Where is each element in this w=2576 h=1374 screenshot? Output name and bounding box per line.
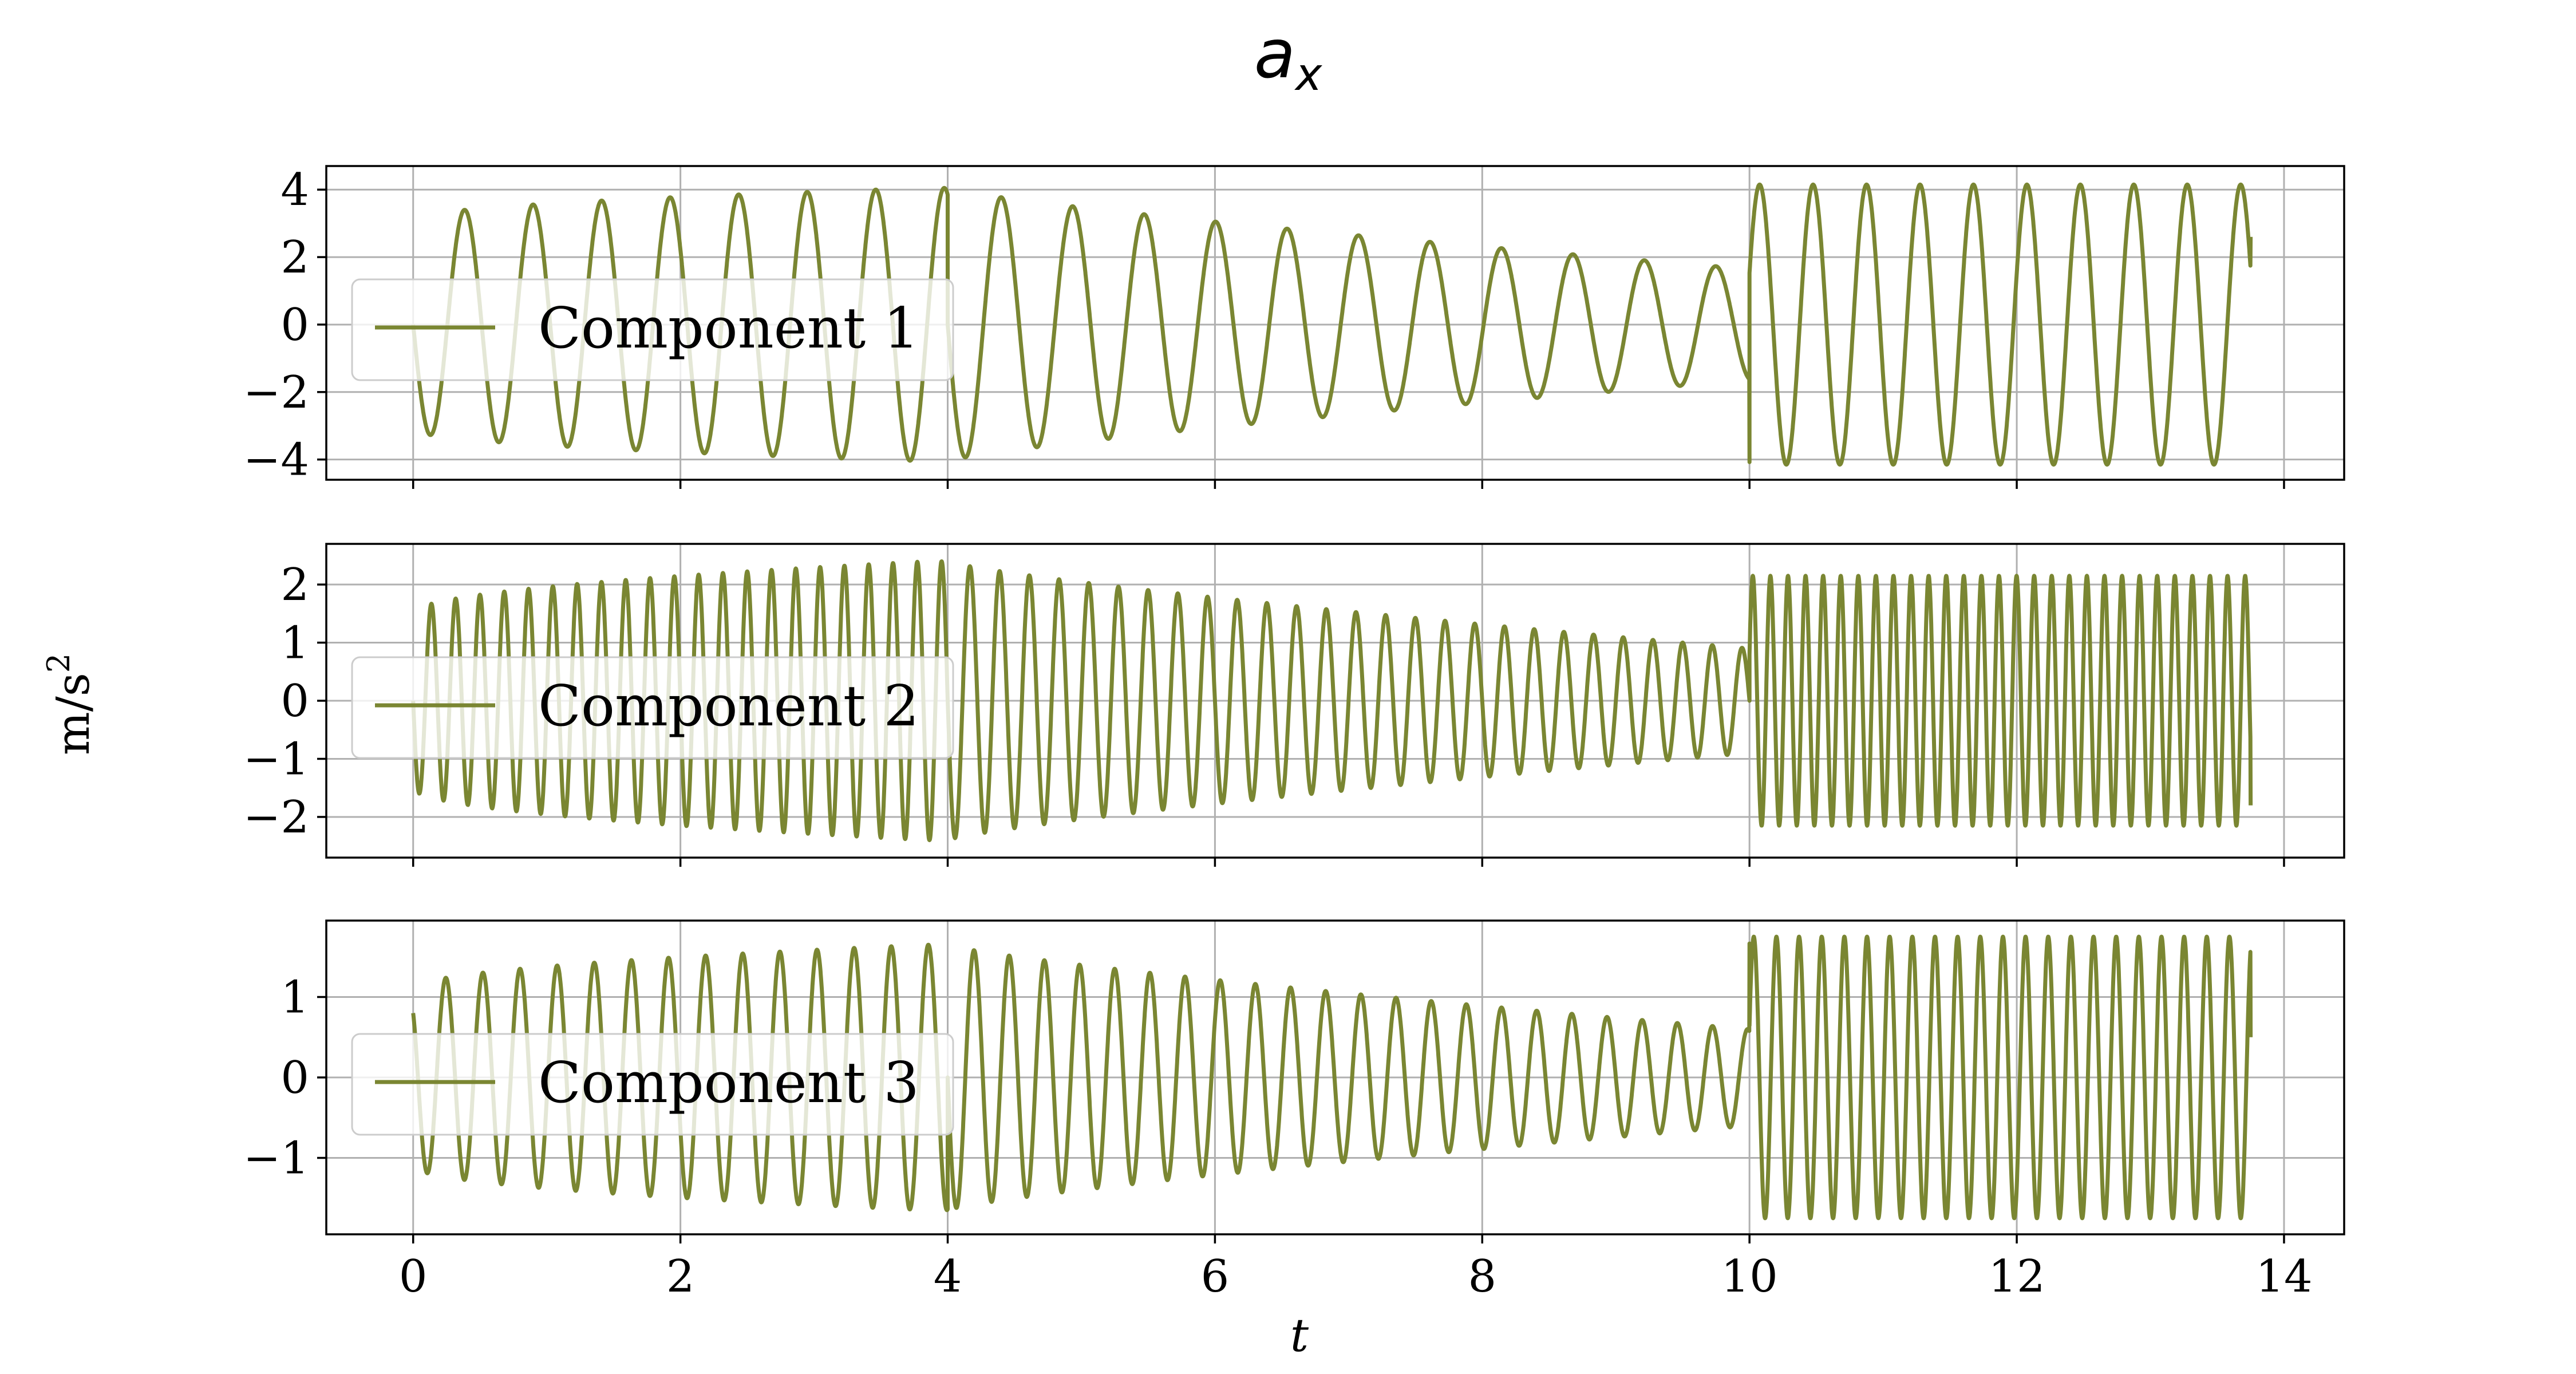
- legend-box: [351, 656, 954, 759]
- panel-2: −2 −1 0 1 2 Component 2: [243, 543, 2345, 867]
- x-tick-label: 8: [1468, 1251, 1496, 1302]
- legend-label: Component 1: [538, 296, 919, 361]
- x-tick-label: 6: [1201, 1251, 1230, 1302]
- y-tick-label: −2: [243, 367, 309, 418]
- y-tick-label: −2: [243, 792, 309, 843]
- chart-title-subscript: x: [1294, 49, 1322, 101]
- y-tick-label: 0: [280, 676, 309, 727]
- legend-label: Component 3: [538, 1051, 919, 1116]
- y-tick-label: −4: [243, 435, 309, 486]
- x-tick-label: 0: [399, 1251, 428, 1302]
- y-tick-label: 1: [280, 618, 309, 669]
- series-line: [411, 559, 2253, 842]
- y-tick-label: 2: [280, 232, 309, 283]
- legend-label: Component 2: [538, 674, 919, 739]
- legend-box: [351, 278, 954, 381]
- x-tick-label: 4: [934, 1251, 962, 1302]
- y-tick-label: −1: [243, 733, 309, 785]
- x-tick-label: 12: [1988, 1251, 2045, 1302]
- chart-title: ax: [1254, 14, 1322, 101]
- panel-1: −4 −2 0 2 4 Component 1: [243, 164, 2345, 489]
- y-tick-label: 4: [280, 164, 309, 216]
- axes-frame: [325, 165, 2345, 481]
- chart-title-base: a: [1254, 14, 1295, 93]
- series-line: [411, 934, 2253, 1221]
- x-tick-label: 2: [666, 1251, 695, 1302]
- x-tick-label: 10: [1721, 1251, 1778, 1302]
- y-tick-label: −1: [243, 1133, 309, 1185]
- x-tick-label: 14: [2255, 1251, 2312, 1302]
- y-tick-label: 0: [280, 1052, 309, 1104]
- x-axis-label: t: [1290, 1309, 1309, 1362]
- y-tick-label: 1: [280, 972, 309, 1023]
- y-tick-label: 0: [280, 299, 309, 351]
- y-axis-label-superscript: 2: [41, 653, 77, 673]
- y-tick-label: 2: [280, 559, 309, 611]
- y-axis-label-base: m/s: [46, 673, 100, 755]
- legend-box: [351, 1033, 954, 1136]
- y-axis-label: m/s2: [41, 653, 100, 755]
